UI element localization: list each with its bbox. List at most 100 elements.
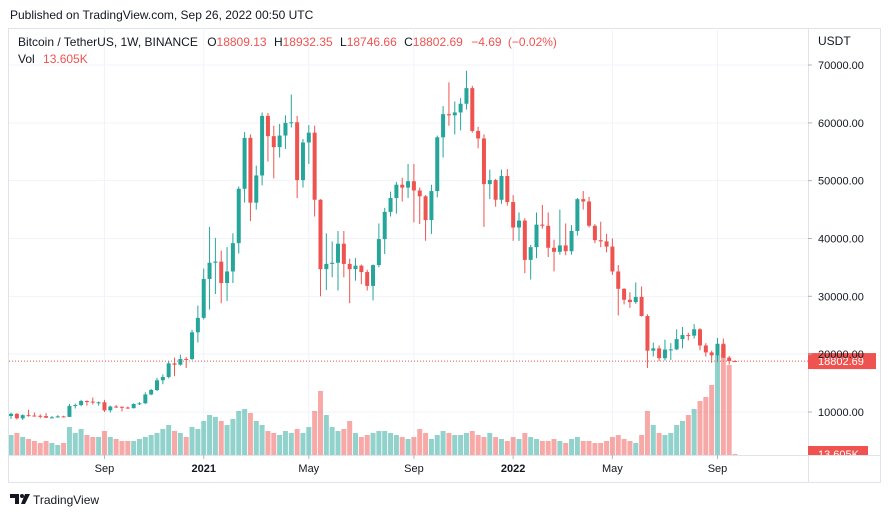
volume-bar [207,415,213,455]
volume-bar [195,429,201,455]
candle-body [546,225,551,248]
volume-bar [265,431,271,455]
ohlc-value: 18809.13 [217,35,267,49]
candle-body [353,265,358,270]
volume-bar [253,421,259,455]
volume-bar [347,421,353,455]
volume-bar [545,441,551,455]
axes: 10000.00 20000.00 30000.00 40000.00 50000.00… [95,60,864,475]
volume-bar [294,429,300,455]
candle-body [90,401,95,403]
volume-bar [125,441,131,455]
ohlc-value: 18746.66 [347,35,397,49]
candle-body [265,115,270,137]
volume-bar [417,429,423,455]
volume-key: Vol [18,52,35,66]
candle-body [557,245,562,252]
volume-bar [154,433,160,455]
volume-bar [539,441,545,455]
candle-body [365,272,370,286]
volume-bar [101,431,107,455]
volume-bar [37,443,43,455]
candle-body [184,358,189,360]
candle-body [219,261,224,284]
volume-bar [329,427,335,455]
candle-body [552,247,557,252]
candle-body [563,245,568,252]
x-tick-label: Sep [95,463,115,475]
candle-body [96,402,101,404]
candle-body [300,142,305,181]
candle-body [283,122,288,136]
brand-name: TradingView [33,493,99,507]
candle-body [336,243,340,263]
volume-bar [335,431,341,455]
volume-bar [709,385,715,455]
volume-bar [405,439,411,455]
candle-body [528,247,533,260]
volume-bar [364,435,370,455]
candle-body [155,380,160,391]
candle-body [388,198,393,212]
volume-bar [639,435,645,455]
volume-bar [615,435,621,455]
candle-body [441,114,446,138]
volume-bar [604,441,610,455]
candle-body [102,402,107,411]
candle-body [697,329,702,346]
candle-body [487,180,492,185]
volume-bar [382,431,388,455]
volume-bar [627,441,633,455]
candle-body [587,201,592,226]
candle-body [225,271,230,284]
candle-body [505,176,510,203]
candle-body [295,122,300,181]
volume-bar [96,437,102,455]
volume-bar [691,409,697,455]
y-tick-label: 10000.00 [818,407,864,419]
candle-body [125,407,130,409]
volume-bar [388,433,394,455]
candle-body [32,415,37,417]
candle-body [499,176,504,200]
candle-body [575,199,580,231]
volume-bar [411,437,417,455]
volume-bar [189,427,195,455]
volume-bar [633,443,639,455]
candle-body [14,413,19,419]
ohlc-key: C [404,35,413,49]
x-tick-label: 2021 [191,463,215,475]
candle-body [160,376,165,381]
volume-bar [434,435,440,455]
candle-body [26,415,31,417]
candle-body [604,241,609,247]
candle-body [417,190,422,197]
candle-body [692,329,697,336]
volume-bar [306,427,312,455]
volume-bar [446,433,452,455]
candle-body [9,413,14,417]
candle-body [429,191,434,220]
candle-body [236,188,241,244]
volume-bar [452,435,458,455]
candle-body [715,343,720,356]
x-tick-label: Sep [404,463,424,475]
volume-bar [78,429,84,455]
candle-body [622,288,627,300]
volume-bar [703,397,709,455]
volume-bar [247,413,253,455]
candle-body [481,138,486,185]
candles [9,70,738,421]
volume-bar [563,443,569,455]
candle-body [686,335,691,337]
volume-bar [113,439,119,455]
candle-body [411,181,416,191]
volume-bar [183,437,189,455]
candle-body [616,271,621,289]
volume-bar [475,435,481,455]
volume-legend: Vol 13.605K [18,52,88,66]
y-tick-label: 20000.00 [818,349,864,361]
candle-body [645,315,650,351]
candle-body [382,211,387,240]
